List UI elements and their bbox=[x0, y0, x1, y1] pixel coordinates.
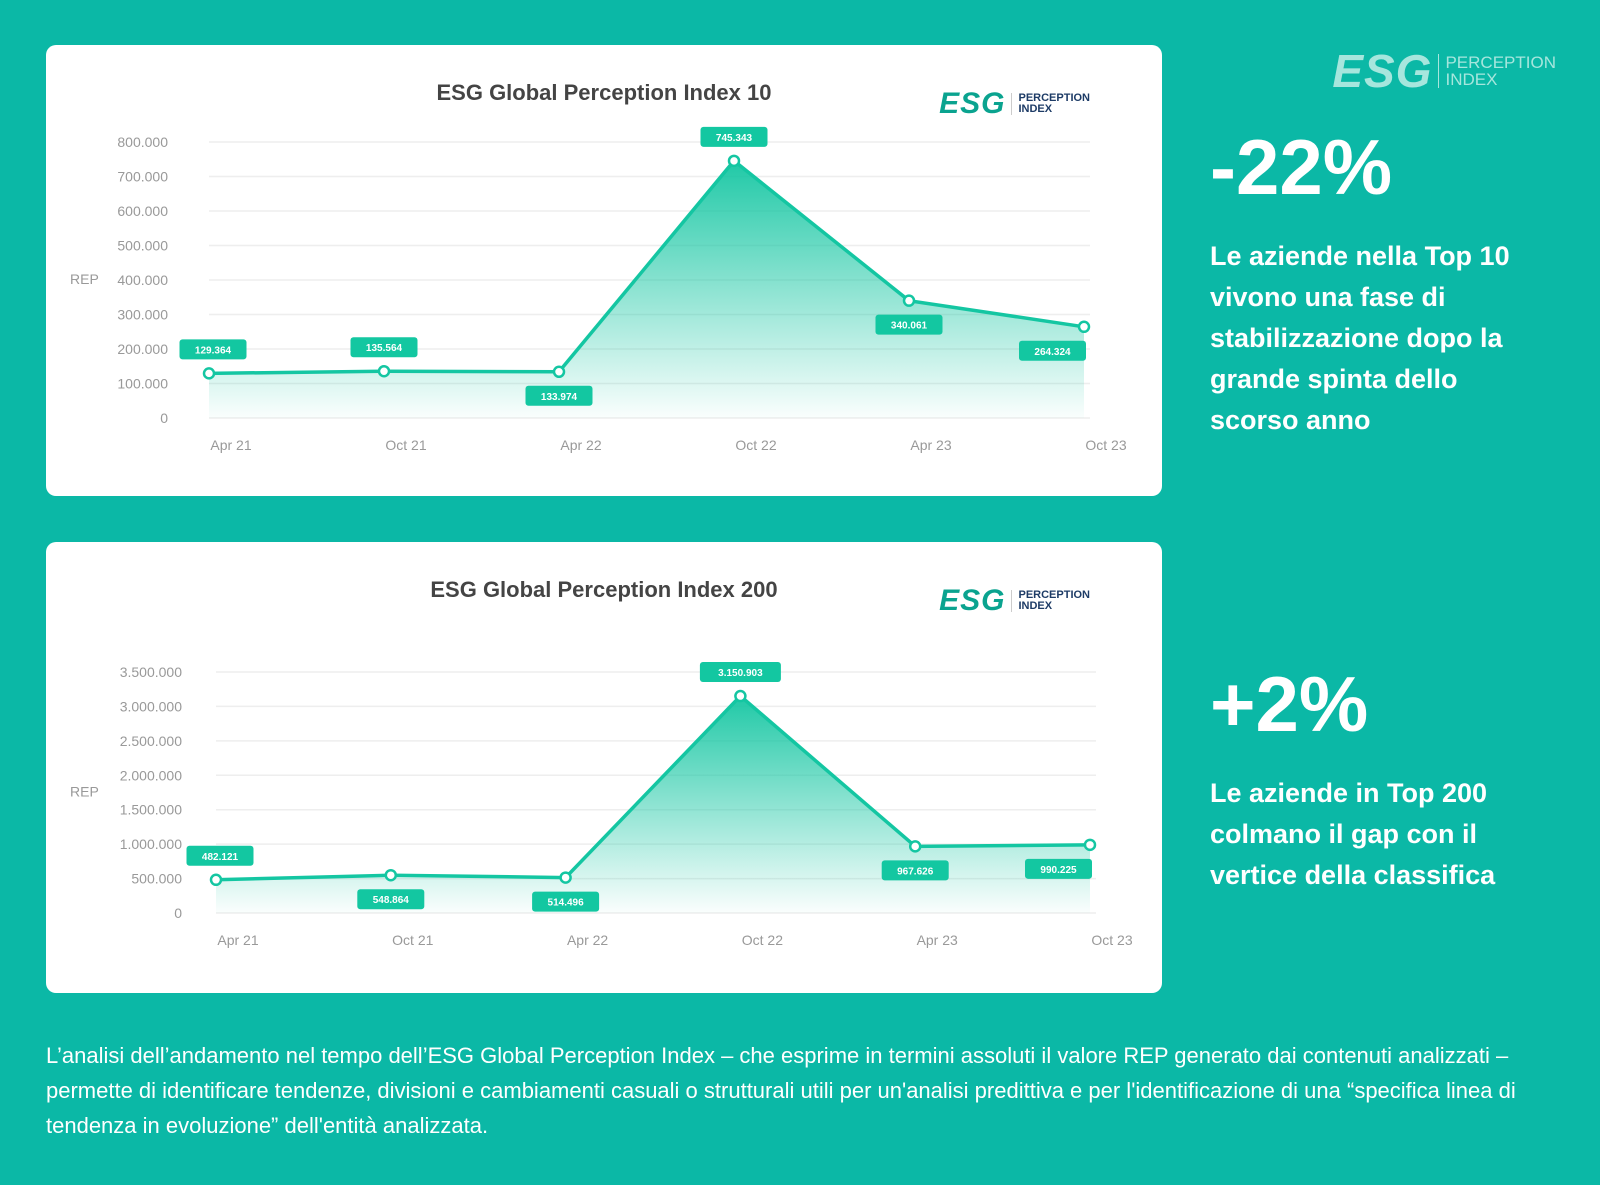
data-label-box bbox=[881, 860, 949, 881]
chart-card-top10: ESG Global Perception Index 10 REP 0 100.00… bbox=[46, 45, 1162, 496]
area-fill bbox=[216, 696, 1090, 913]
data-label-box bbox=[1019, 340, 1086, 361]
x-tick-label: Oct 22 bbox=[742, 932, 783, 948]
data-label: 135.564 bbox=[366, 343, 403, 354]
data-point bbox=[727, 154, 741, 168]
data-label: 514.496 bbox=[548, 898, 585, 909]
data-point bbox=[209, 873, 223, 887]
logo-sub2: INDEX bbox=[1445, 70, 1498, 89]
data-point bbox=[902, 294, 916, 307]
data-label-box bbox=[875, 314, 943, 335]
logo-text: ESG bbox=[939, 87, 1006, 120]
stat-description: Le aziende nella Top 10 vivono una fase … bbox=[1210, 241, 1510, 435]
logo-subtitle: PERCEPTION INDEX bbox=[1011, 93, 1090, 115]
stat-value: -22% bbox=[1210, 123, 1393, 211]
logo-sub1: PERCEPTION bbox=[1018, 589, 1090, 601]
chart-logo: ESG PERCEPTION INDEX bbox=[939, 584, 1090, 618]
data-label-box bbox=[699, 662, 781, 683]
logo-subtitle: PERCEPTION INDEX bbox=[1438, 54, 1556, 88]
description-paragraph: L’analisi dell’andamento nel tempo dell’… bbox=[46, 1043, 1516, 1138]
x-tick-label: Apr 21 bbox=[217, 932, 258, 948]
data-point bbox=[1083, 838, 1097, 852]
data-label-box bbox=[357, 889, 425, 910]
x-tick-label: Oct 22 bbox=[735, 437, 776, 453]
x-tick-label: Apr 22 bbox=[560, 437, 601, 453]
y-tick-label: 2.000.000 bbox=[120, 767, 182, 783]
logo-sub2: INDEX bbox=[1018, 600, 1053, 612]
data-label: 548.864 bbox=[373, 895, 410, 906]
x-tick-label: Oct 23 bbox=[1085, 437, 1126, 453]
y-tick-label: 400.000 bbox=[117, 272, 168, 288]
data-label-box bbox=[525, 385, 593, 406]
data-label: 133.974 bbox=[541, 392, 578, 403]
data-label: 340.061 bbox=[891, 321, 928, 332]
logo-sub1: PERCEPTION bbox=[1018, 92, 1090, 104]
data-point bbox=[377, 364, 391, 378]
series-line bbox=[208, 158, 1085, 376]
data-point bbox=[202, 367, 216, 380]
y-axis-label: REP bbox=[70, 784, 99, 800]
x-tick-label: Apr 22 bbox=[567, 932, 608, 948]
data-label-box bbox=[1025, 858, 1092, 879]
data-point bbox=[384, 868, 398, 882]
chart-title: ESG Global Perception Index 200 bbox=[430, 577, 777, 602]
stat-top10: -22% Le aziende nella Top 10 vivono una … bbox=[1210, 128, 1550, 441]
chart-logo: ESG PERCEPTION INDEX bbox=[939, 87, 1090, 121]
x-tick-label: Apr 23 bbox=[910, 437, 951, 453]
stat-description: Le aziende in Top 200 colmano il gap con… bbox=[1210, 778, 1496, 890]
data-label-box bbox=[532, 891, 600, 912]
stat-top200: +2% Le aziende in Top 200 colmano il gap… bbox=[1210, 665, 1550, 896]
area-fill bbox=[209, 160, 1084, 418]
y-tick-label: 1.500.000 bbox=[120, 802, 182, 818]
chart-title: ESG Global Perception Index 10 bbox=[437, 80, 772, 105]
data-label-box bbox=[350, 337, 418, 358]
data-point bbox=[1077, 320, 1091, 334]
stat-value: +2% bbox=[1210, 660, 1369, 748]
y-tick-label: 300.000 bbox=[117, 307, 168, 323]
logo-sub2: INDEX bbox=[1018, 103, 1053, 115]
logo-sub1: PERCEPTION bbox=[1445, 53, 1556, 72]
data-label-box bbox=[186, 845, 254, 866]
data-label: 745.343 bbox=[716, 133, 753, 144]
data-label: 264.324 bbox=[1034, 347, 1071, 358]
data-point bbox=[908, 840, 922, 853]
data-point bbox=[552, 365, 566, 379]
logo-subtitle: PERCEPTION INDEX bbox=[1011, 590, 1090, 612]
y-axis-label: REP bbox=[70, 271, 99, 287]
y-tick-label: 3.500.000 bbox=[120, 664, 182, 680]
y-tick-label: 3.000.000 bbox=[120, 698, 182, 714]
data-point bbox=[734, 689, 747, 703]
y-tick-label: 700.000 bbox=[117, 169, 168, 185]
data-label: 967.626 bbox=[897, 866, 934, 877]
chart-top10: ESG Global Perception Index 10 REP 0 100.00… bbox=[70, 80, 1127, 453]
series-line bbox=[215, 693, 1091, 882]
data-label-box bbox=[700, 126, 768, 147]
logo-text: ESG bbox=[939, 584, 1006, 617]
chart-card-top200: ESG Global Perception Index 200 REP 0 500.0… bbox=[46, 542, 1162, 993]
x-tick-label: Apr 23 bbox=[917, 932, 958, 948]
y-tick-label: 500.000 bbox=[131, 871, 182, 887]
y-tick-label: 600.000 bbox=[117, 203, 168, 219]
x-tick-label: Oct 21 bbox=[385, 437, 426, 453]
y-tick-label: 1.000.000 bbox=[120, 836, 182, 852]
y-tick-label: 200.000 bbox=[117, 341, 168, 357]
data-label-box bbox=[179, 339, 247, 360]
logo-text: ESG bbox=[1332, 45, 1433, 97]
y-tick-label: 800.000 bbox=[117, 134, 168, 150]
data-label: 129.364 bbox=[195, 345, 232, 356]
x-tick-label: Oct 21 bbox=[392, 932, 433, 948]
data-label: 3.150.903 bbox=[718, 668, 763, 679]
x-tick-label: Apr 21 bbox=[210, 437, 251, 453]
x-tick-label: Oct 23 bbox=[1091, 932, 1132, 948]
data-label: 482.121 bbox=[202, 852, 239, 863]
data-point bbox=[559, 871, 572, 884]
y-tick-label: 100.000 bbox=[117, 376, 168, 392]
y-tick-label: 0 bbox=[174, 905, 182, 921]
data-label: 990.225 bbox=[1040, 865, 1077, 876]
chart-top200: ESG Global Perception Index 200 REP 0 500.0… bbox=[70, 577, 1133, 948]
brand-logo: ESG PERCEPTION INDEX bbox=[1332, 44, 1556, 98]
y-tick-label: 2.500.000 bbox=[120, 733, 182, 749]
y-tick-label: 0 bbox=[160, 410, 168, 426]
y-tick-label: 500.000 bbox=[117, 238, 168, 254]
